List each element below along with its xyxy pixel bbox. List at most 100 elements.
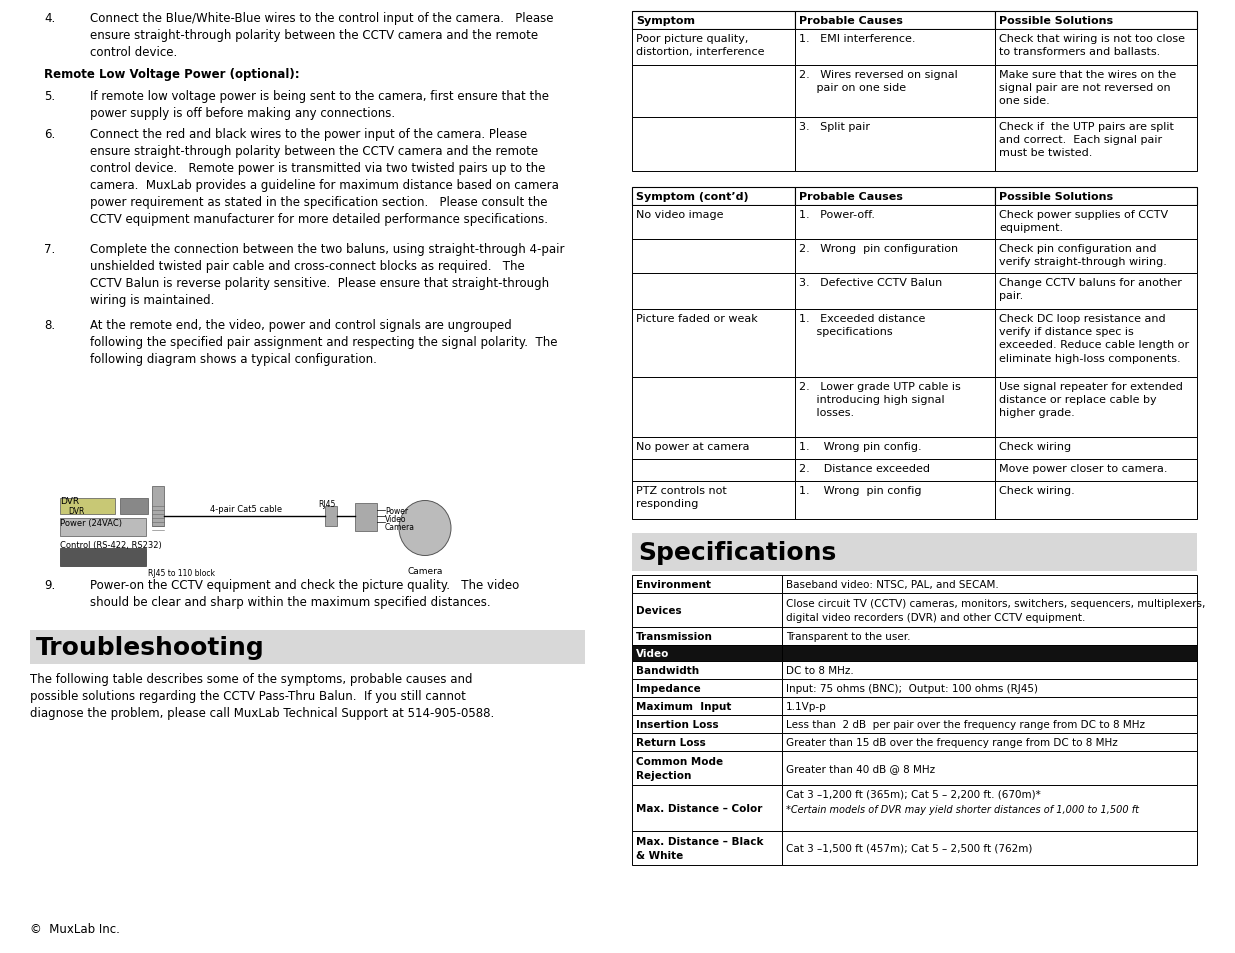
Bar: [995, 481, 1197, 519]
Bar: [995, 12, 1197, 30]
Text: Bandwidth: Bandwidth: [636, 665, 699, 676]
Bar: [795, 310, 995, 377]
Bar: [995, 459, 1197, 481]
Text: Power (24VAC): Power (24VAC): [61, 518, 122, 527]
Text: Video: Video: [636, 648, 669, 659]
Text: RJ45: RJ45: [317, 499, 336, 509]
Bar: [632, 645, 782, 661]
Ellipse shape: [399, 501, 451, 556]
Bar: [995, 118, 1197, 172]
Bar: [30, 630, 585, 664]
Text: Probable Causes: Probable Causes: [799, 192, 903, 202]
Bar: [782, 716, 1197, 733]
Bar: [632, 627, 782, 645]
Bar: [782, 751, 1197, 785]
Bar: [995, 274, 1197, 310]
Text: Impedance: Impedance: [636, 683, 700, 693]
Bar: [782, 698, 1197, 716]
Text: 6.: 6.: [44, 128, 56, 141]
Bar: [795, 481, 995, 519]
Bar: [632, 30, 795, 66]
Text: Check pin configuration and
verify straight-through wiring.: Check pin configuration and verify strai…: [999, 244, 1167, 267]
Text: Check if  the UTP pairs are split
and correct.  Each signal pair
must be twisted: Check if the UTP pairs are split and cor…: [999, 122, 1174, 158]
Bar: [632, 576, 782, 594]
Text: Connect the red and black wires to the power input of the camera. Please
ensure : Connect the red and black wires to the p…: [90, 128, 559, 226]
Text: 1.   Exceeded distance
     specifications: 1. Exceeded distance specifications: [799, 314, 925, 336]
Text: No power at camera: No power at camera: [636, 441, 750, 452]
Bar: [632, 698, 782, 716]
Text: 1.   EMI interference.: 1. EMI interference.: [799, 34, 915, 44]
Text: Insertion Loss: Insertion Loss: [636, 720, 719, 729]
Bar: [995, 30, 1197, 66]
Text: Close circuit TV (CCTV) cameras, monitors, switchers, sequencers, multiplexers,
: Close circuit TV (CCTV) cameras, monitor…: [785, 598, 1205, 622]
Bar: [632, 785, 782, 831]
Text: Possible Solutions: Possible Solutions: [999, 192, 1113, 202]
Bar: [782, 576, 1197, 594]
Bar: [632, 481, 795, 519]
Text: 1.1Vp-p: 1.1Vp-p: [785, 701, 826, 711]
Text: Probable Causes: Probable Causes: [799, 16, 903, 26]
Bar: [782, 627, 1197, 645]
Text: Check wiring.: Check wiring.: [999, 485, 1074, 496]
Bar: [632, 66, 795, 118]
Text: DVR: DVR: [68, 506, 84, 516]
Bar: [782, 645, 1197, 661]
Bar: [632, 716, 782, 733]
Text: Transmission: Transmission: [636, 631, 713, 641]
Text: DVR: DVR: [61, 497, 79, 505]
Bar: [795, 30, 995, 66]
Bar: [61, 518, 146, 537]
Text: 1.   Power-off.: 1. Power-off.: [799, 210, 876, 220]
Text: Complete the connection between the two baluns, using straight-through 4-pair
un: Complete the connection between the two …: [90, 243, 564, 307]
Text: Check DC loop resistance and
verify if distance spec is
exceeded. Reduce cable l: Check DC loop resistance and verify if d…: [999, 314, 1189, 363]
Text: Make sure that the wires on the
signal pair are not reversed on
one side.: Make sure that the wires on the signal p…: [999, 70, 1176, 107]
Text: Use signal repeater for extended
distance or replace cable by
higher grade.: Use signal repeater for extended distanc…: [999, 381, 1183, 418]
Bar: [795, 118, 995, 172]
Bar: [61, 498, 115, 515]
Text: Video: Video: [385, 515, 406, 523]
Bar: [632, 594, 782, 627]
Text: 1.    Wrong pin config.: 1. Wrong pin config.: [799, 441, 921, 452]
Bar: [782, 831, 1197, 865]
Text: The following table describes some of the symptoms, probable causes and
possible: The following table describes some of th…: [30, 672, 494, 720]
Bar: [795, 377, 995, 437]
Text: Return Loss: Return Loss: [636, 738, 705, 747]
Text: Max. Distance – Black
& White: Max. Distance – Black & White: [636, 837, 763, 860]
Text: Remote Low Voltage Power (optional):: Remote Low Voltage Power (optional):: [44, 68, 300, 81]
Text: Transparent to the user.: Transparent to the user.: [785, 631, 910, 641]
Text: Common Mode
Rejection: Common Mode Rejection: [636, 757, 724, 780]
Text: Devices: Devices: [636, 605, 682, 616]
Bar: [995, 206, 1197, 240]
Text: 7.: 7.: [44, 243, 56, 255]
Text: Check power supplies of CCTV
equipment.: Check power supplies of CCTV equipment.: [999, 210, 1168, 233]
Text: Power-on the CCTV equipment and check the picture quality.   The video
should be: Power-on the CCTV equipment and check th…: [90, 578, 519, 608]
Text: Symptom: Symptom: [636, 16, 695, 26]
Bar: [632, 188, 795, 206]
Text: Input: 75 ohms (BNC);  Output: 100 ohms (RJ45): Input: 75 ohms (BNC); Output: 100 ohms (…: [785, 683, 1037, 693]
Text: Picture faded or weak: Picture faded or weak: [636, 314, 758, 324]
Bar: [632, 831, 782, 865]
Bar: [995, 240, 1197, 274]
Bar: [632, 12, 795, 30]
Bar: [795, 206, 995, 240]
Bar: [795, 274, 995, 310]
Text: RJ45 to 110 block: RJ45 to 110 block: [148, 568, 215, 578]
Bar: [632, 240, 795, 274]
Text: 4.: 4.: [44, 12, 56, 25]
Bar: [632, 274, 795, 310]
Bar: [795, 188, 995, 206]
Bar: [632, 459, 795, 481]
Bar: [325, 506, 337, 526]
Text: Check wiring: Check wiring: [999, 441, 1071, 452]
Text: Change CCTV baluns for another
pair.: Change CCTV baluns for another pair.: [999, 277, 1182, 301]
Bar: [995, 437, 1197, 459]
Bar: [995, 66, 1197, 118]
Bar: [782, 661, 1197, 679]
Text: DC to 8 MHz.: DC to 8 MHz.: [785, 665, 853, 676]
Text: Greater than 40 dB @ 8 MHz: Greater than 40 dB @ 8 MHz: [785, 763, 935, 773]
Bar: [61, 548, 146, 566]
Text: 8.: 8.: [44, 318, 56, 332]
Text: *Certain models of DVR may yield shorter distances of 1,000 to 1,500 ft: *Certain models of DVR may yield shorter…: [785, 804, 1139, 814]
Text: Max. Distance – Color: Max. Distance – Color: [636, 803, 762, 813]
Text: Cat 3 –1,500 ft (457m); Cat 5 – 2,500 ft (762m): Cat 3 –1,500 ft (457m); Cat 5 – 2,500 ft…: [785, 843, 1032, 853]
